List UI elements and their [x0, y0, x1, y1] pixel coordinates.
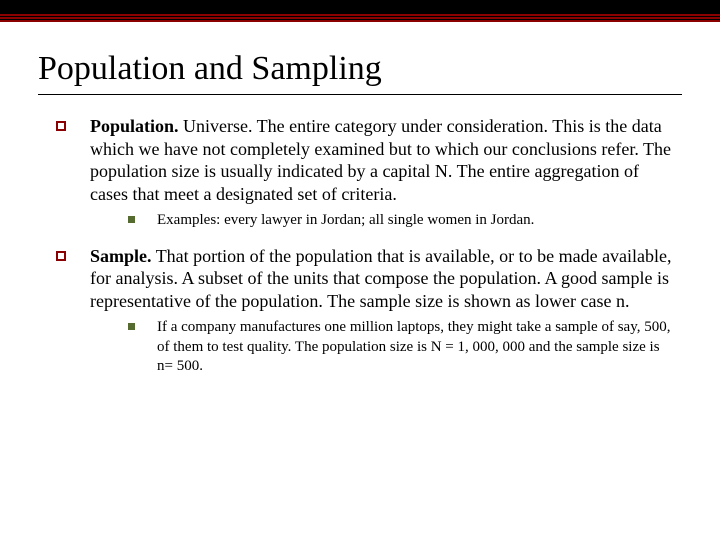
hollow-square-icon: [56, 251, 66, 261]
accent-stripe: [0, 20, 720, 22]
filled-square-icon: [128, 323, 135, 330]
bullet-lead: Sample.: [90, 246, 152, 266]
slide-content: Population and Sampling Population. Univ…: [0, 22, 720, 377]
sub-bullet-text: If a company manufactures one million la…: [157, 318, 682, 377]
bullet-lead: Population.: [90, 116, 179, 136]
hollow-square-icon: [56, 121, 66, 131]
slide-title: Population and Sampling: [38, 50, 682, 88]
bullet-sample: Sample. That portion of the population t…: [38, 245, 682, 313]
title-underline: [38, 94, 682, 95]
bullet-population: Population. Universe. The entire categor…: [38, 115, 682, 205]
filled-square-icon: [128, 216, 135, 223]
bullet-text: Population. Universe. The entire categor…: [90, 115, 682, 205]
sub-bullet-population-example: Examples: every lawyer in Jordan; all si…: [38, 211, 682, 231]
sub-bullet-sample-example: If a company manufactures one million la…: [38, 318, 682, 377]
accent-stripe: [0, 14, 720, 16]
sub-bullet-text: Examples: every lawyer in Jordan; all si…: [157, 211, 544, 231]
bullet-body: That portion of the population that is a…: [90, 246, 672, 311]
slide-top-bar: [0, 0, 720, 22]
bullet-text: Sample. That portion of the population t…: [90, 245, 682, 313]
accent-stripe: [0, 17, 720, 19]
